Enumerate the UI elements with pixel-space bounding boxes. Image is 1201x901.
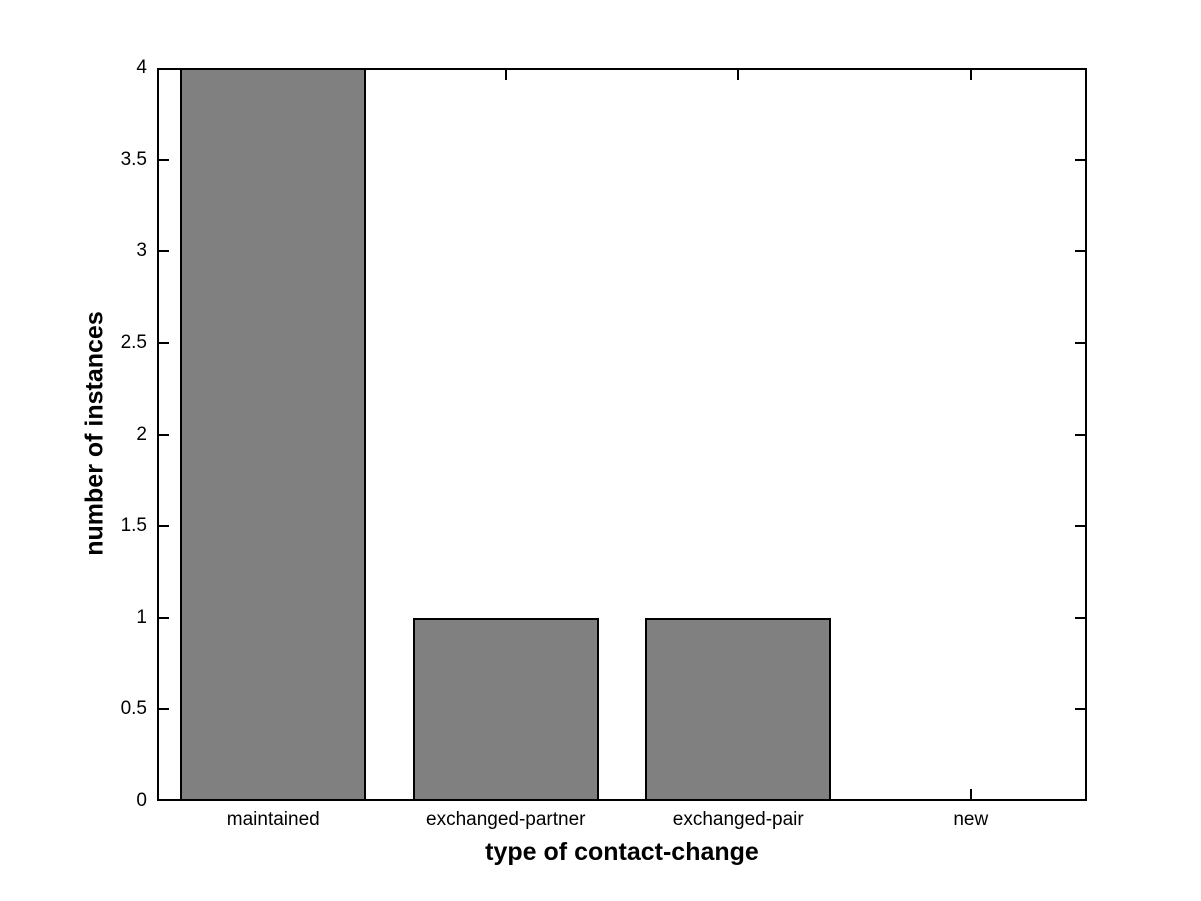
y-tick-label: 2.5 — [120, 331, 147, 353]
y-tick-label: 1 — [136, 606, 147, 628]
x-tick-mark-top — [737, 70, 740, 80]
y-tick-mark-left — [159, 708, 169, 711]
bar-exchanged-pair — [645, 617, 832, 801]
x-tick-label: exchanged-pair — [672, 809, 804, 830]
y-tick-label: 4 — [136, 57, 147, 78]
x-tick-label: maintained — [226, 809, 320, 830]
y-tick-mark-right — [1075, 158, 1085, 161]
x-axis-label: type of contact-change — [485, 838, 759, 866]
x-tick-mark-top — [504, 70, 507, 80]
y-tick-mark-right — [1075, 433, 1085, 436]
y-tick-label: 2 — [136, 423, 147, 445]
y-tick-mark-right — [1075, 708, 1085, 711]
y-tick-mark-right — [1075, 616, 1085, 619]
x-tick-label: exchanged-partner — [426, 809, 586, 830]
y-tick-label: 0.5 — [120, 698, 147, 720]
y-tick-mark-left — [159, 616, 169, 619]
y-tick-label: 1.5 — [120, 515, 147, 537]
x-tick-mark-bottom — [969, 789, 972, 799]
y-tick-mark-left — [159, 433, 169, 436]
y-tick-mark-left — [159, 158, 169, 161]
y-tick-label: 3 — [136, 240, 147, 262]
y-tick-mark-left — [159, 525, 169, 528]
y-tick-mark-right — [1075, 250, 1085, 253]
bar-maintained — [180, 68, 367, 801]
x-tick-label: new — [953, 809, 989, 830]
y-tick-mark-left — [159, 250, 169, 253]
y-tick-label: 3.5 — [120, 148, 147, 170]
y-tick-mark-right — [1075, 341, 1085, 344]
y-tick-mark-right — [1075, 525, 1085, 528]
y-tick-label: 0 — [136, 790, 147, 811]
bar-exchanged-partner — [412, 617, 599, 801]
x-tick-mark-top — [969, 70, 972, 80]
y-tick-mark-left — [159, 341, 169, 344]
